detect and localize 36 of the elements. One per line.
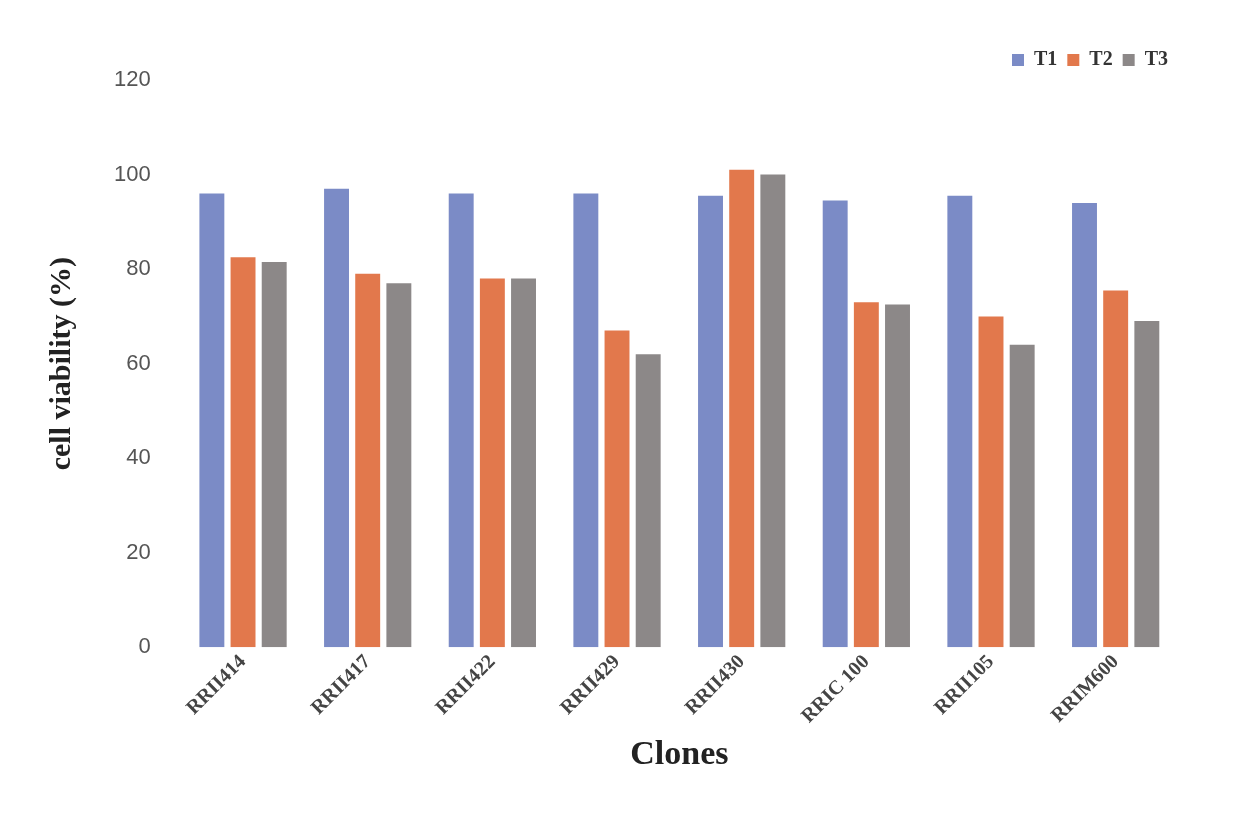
bar <box>199 193 225 648</box>
legend-label: T3 <box>1144 47 1168 70</box>
bar <box>978 316 1004 648</box>
legend-label: T1 <box>1033 47 1058 70</box>
bar <box>698 195 723 648</box>
legend-label: T2 <box>1089 47 1113 70</box>
y-tick-label: 40 <box>126 444 151 470</box>
bar <box>511 278 536 648</box>
bar <box>604 330 630 648</box>
bar <box>324 188 349 648</box>
bar <box>635 354 661 648</box>
bar <box>479 278 505 648</box>
bar <box>261 262 287 648</box>
bar <box>1103 290 1129 648</box>
bar <box>1009 344 1035 648</box>
bar <box>853 302 879 648</box>
y-tick-label: 80 <box>126 255 151 281</box>
bar <box>729 169 755 648</box>
y-tick-label: 60 <box>126 349 151 375</box>
x-axis-title: Clones <box>630 734 729 772</box>
bar <box>1072 202 1097 648</box>
y-tick-label: 100 <box>113 160 151 186</box>
bar <box>573 193 599 648</box>
bar <box>885 304 910 648</box>
bar <box>355 273 381 648</box>
bar <box>448 193 474 648</box>
bar <box>760 174 786 648</box>
y-axis-title: cell viability (%) <box>42 257 77 471</box>
bar <box>1134 321 1160 648</box>
y-tick-label: 0 <box>138 633 151 659</box>
bar <box>822 200 848 648</box>
bar <box>230 257 256 648</box>
y-tick-label: 20 <box>126 538 151 564</box>
y-tick-label: 120 <box>113 66 151 92</box>
bar <box>386 283 412 648</box>
bar <box>947 195 973 648</box>
